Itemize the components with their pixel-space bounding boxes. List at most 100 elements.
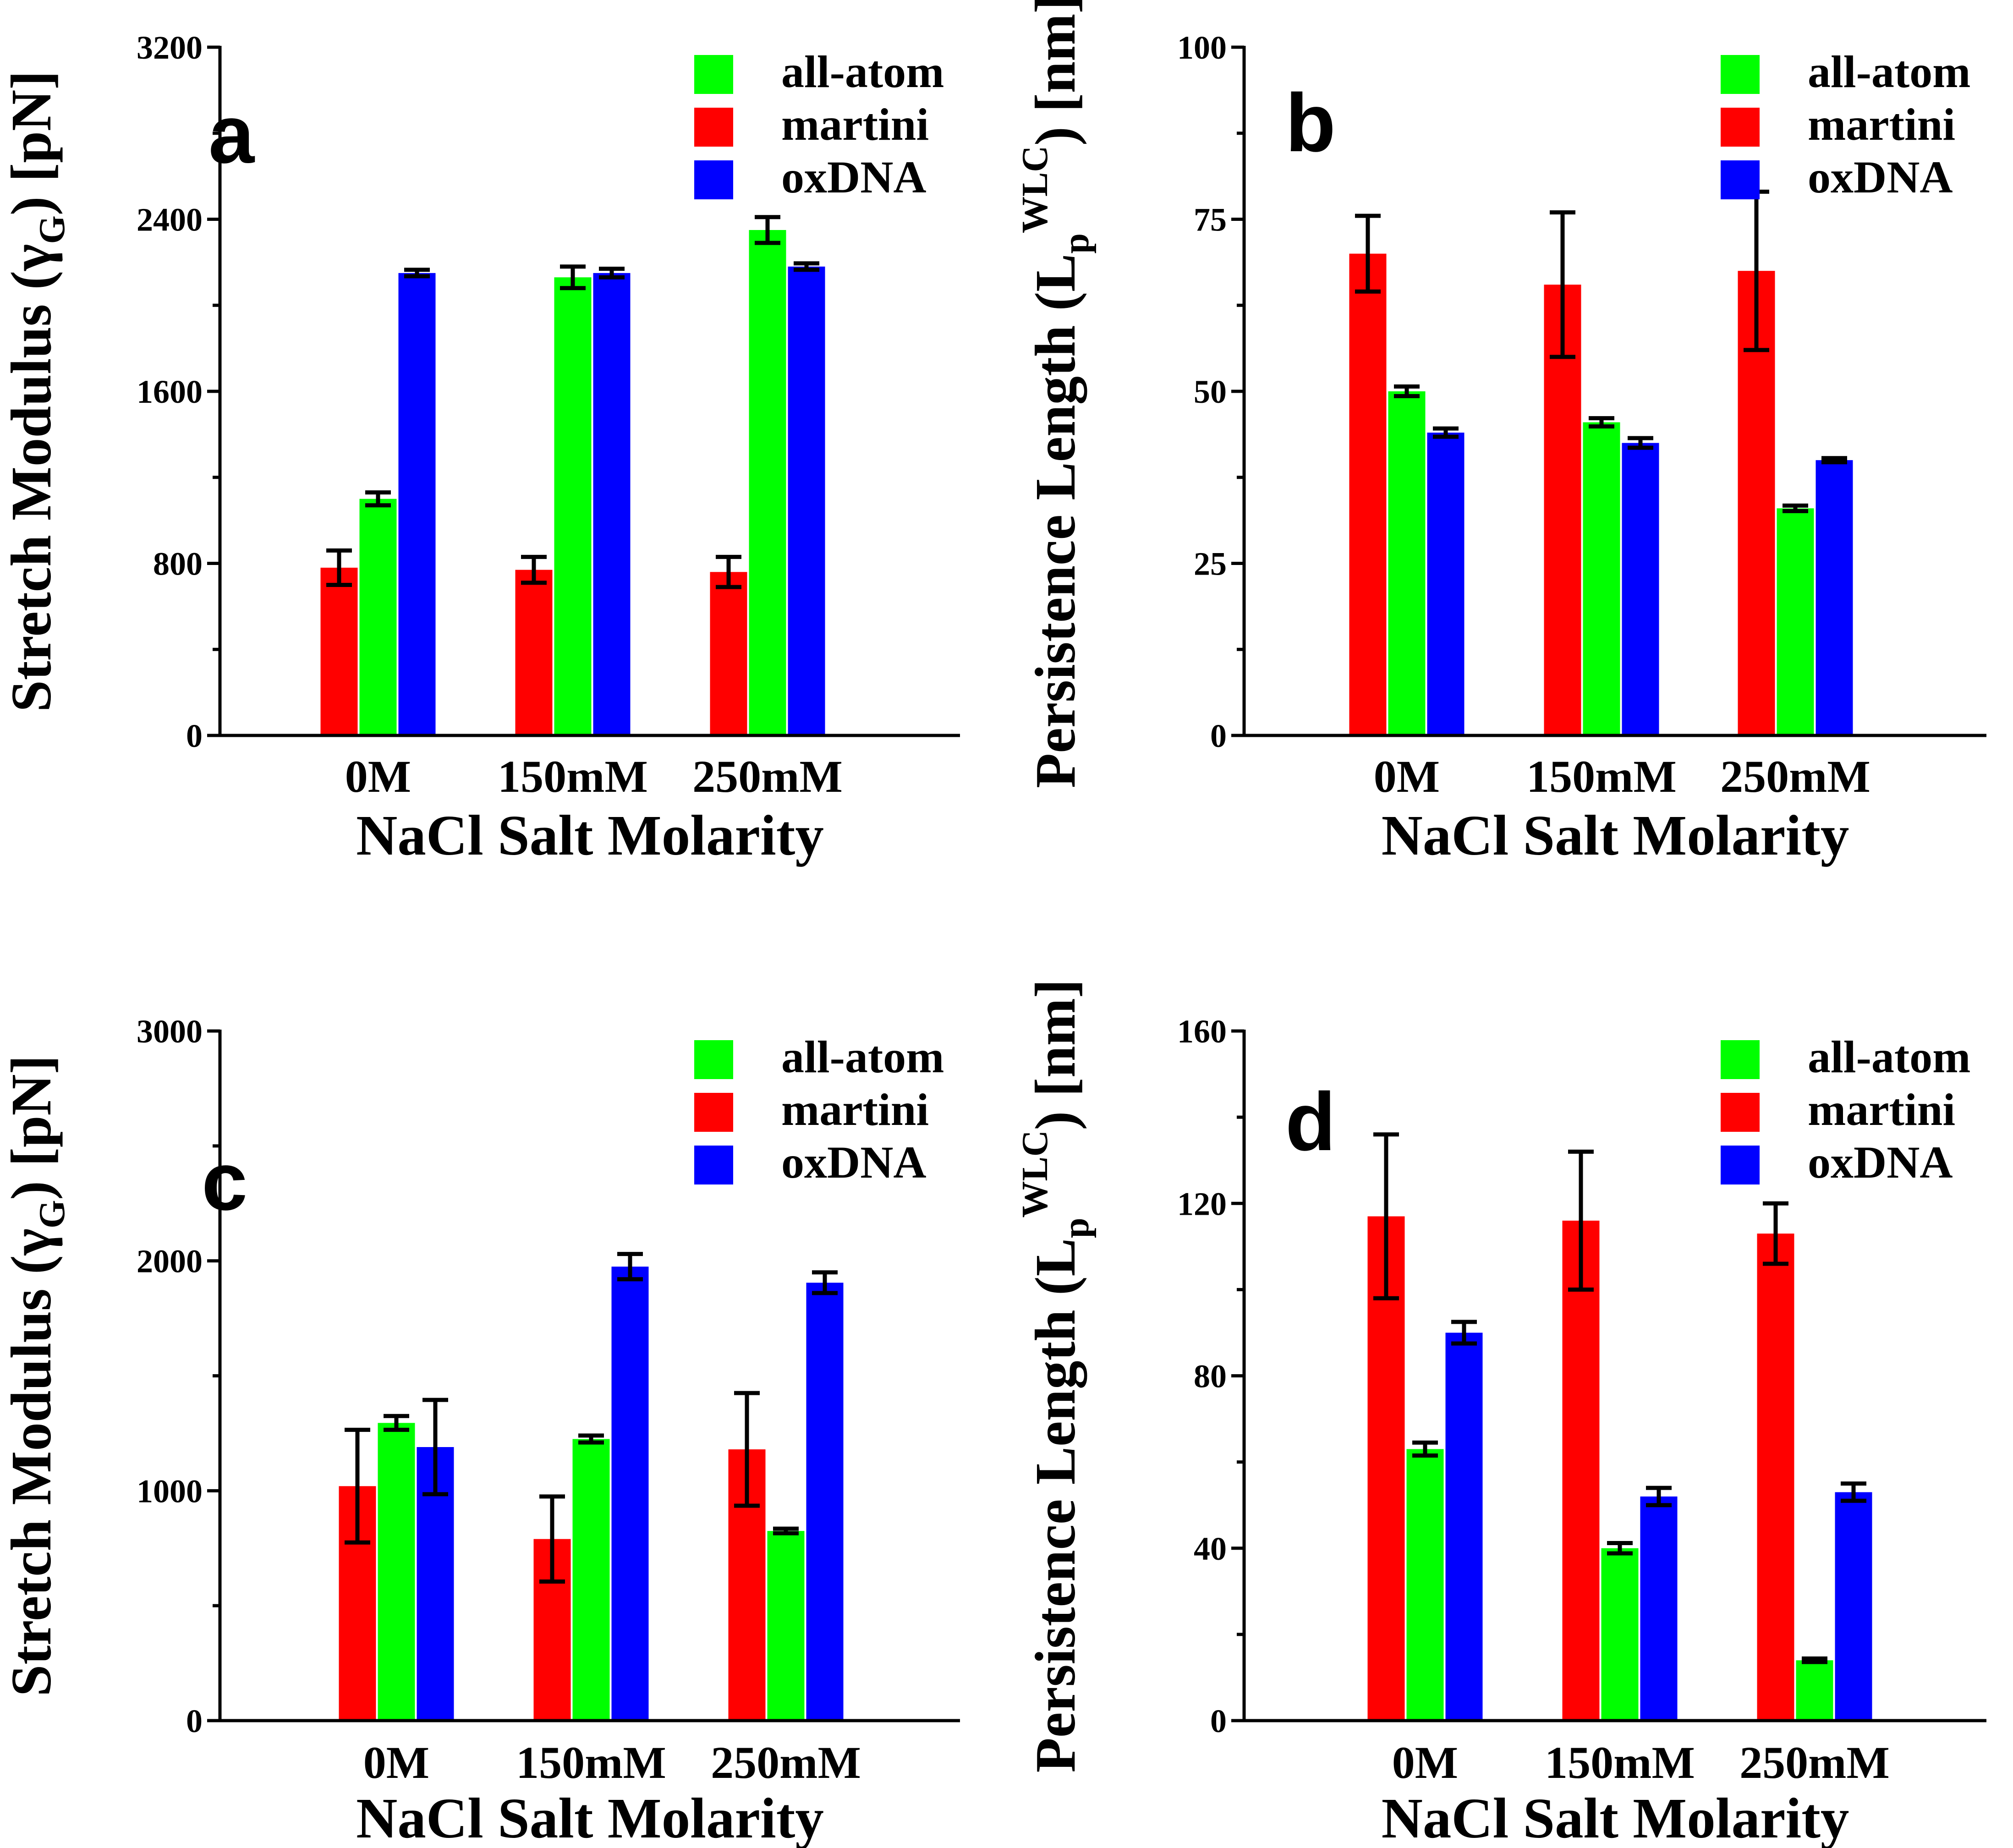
error-bar-martini-250mM	[716, 554, 741, 589]
legend-swatch-all-atom	[694, 1040, 733, 1079]
legend-label-oxDNA: oxDNA	[781, 152, 927, 203]
bar-all-atom-150mM	[1601, 1548, 1639, 1721]
y-axis-title: Stretch Modulus (γG) [pN]	[0, 71, 72, 712]
error-bar-martini-0M	[1355, 214, 1381, 294]
bar-oxDNA-250mM	[1835, 1492, 1872, 1721]
error-bar-martini-0M	[326, 548, 352, 587]
x-tick-label: 0M	[363, 1737, 429, 1788]
y-axis-title: Stretch Modulus (γG) [pN]	[0, 1055, 72, 1697]
y-tick-label: 160	[1177, 1013, 1227, 1050]
y-tick-label: 2000	[137, 1243, 203, 1280]
error-bar-all-atom-250mM	[755, 215, 780, 245]
y-tick-label: 1600	[137, 373, 203, 410]
x-axis-title: NaCl Salt Molarity	[356, 804, 824, 867]
bar-all-atom-0M	[378, 1423, 415, 1721]
y-tick-label: 100	[1177, 29, 1227, 66]
bar-oxDNA-150mM	[593, 273, 631, 735]
bar-martini-150mM	[1544, 285, 1581, 735]
bar-martini-0M	[1349, 253, 1387, 735]
error-bar-martini-0M	[345, 1427, 370, 1545]
y-tick-label: 800	[153, 546, 203, 582]
panel-letter: c	[202, 1135, 247, 1228]
y-tick-label: 120	[1177, 1185, 1227, 1222]
y-tick-label: 3200	[137, 29, 203, 66]
x-tick-label: 150mM	[516, 1737, 666, 1788]
y-axis-title: Persistence Length (LpWLC) [nm]	[1015, 979, 1097, 1773]
x-tick-label: 150mM	[1526, 751, 1677, 802]
error-bar-oxDNA-250mM	[794, 261, 819, 272]
legend-swatch-all-atom	[694, 55, 733, 94]
bar-martini-250mM	[710, 572, 747, 735]
y-tick-label: 0	[1210, 1703, 1227, 1739]
error-bar-all-atom-0M	[384, 1414, 409, 1432]
error-bar-oxDNA-250mM	[1821, 456, 1847, 465]
y-tick-label: 40	[1194, 1530, 1227, 1567]
bar-oxDNA-250mM	[788, 266, 825, 735]
error-bar-oxDNA-250mM	[812, 1270, 838, 1295]
legend-label-martini: martini	[1808, 1084, 1955, 1135]
legend-swatch-oxDNA	[694, 160, 733, 199]
error-bar-all-atom-250mM	[1802, 1656, 1827, 1664]
error-bar-oxDNA-0M	[422, 1398, 448, 1497]
y-tick-label: 80	[1194, 1358, 1227, 1395]
error-bar-oxDNA-0M	[404, 268, 430, 279]
error-bar-oxDNA-150mM	[617, 1252, 643, 1282]
x-axis-title: NaCl Salt Molarity	[356, 1787, 824, 1848]
x-tick-label: 250mM	[1739, 1737, 1890, 1788]
legend-swatch-oxDNA	[694, 1146, 733, 1184]
error-bar-martini-150mM	[521, 554, 547, 585]
bar-oxDNA-150mM	[611, 1267, 649, 1721]
legend-label-all-atom: all-atom	[1808, 46, 1970, 97]
bar-oxDNA-250mM	[1816, 460, 1853, 735]
bar-all-atom-150mM	[1583, 422, 1620, 735]
x-tick-label: 0M	[345, 751, 411, 802]
error-bar-martini-150mM	[1568, 1149, 1594, 1292]
panel-letter: b	[1285, 77, 1336, 169]
error-bar-oxDNA-150mM	[1628, 436, 1653, 450]
bar-martini-150mM	[1562, 1220, 1600, 1721]
legend-label-oxDNA: oxDNA	[1808, 1137, 1953, 1188]
error-bar-all-atom-0M	[1394, 384, 1420, 399]
legend-swatch-all-atom	[1721, 55, 1760, 94]
error-bar-all-atom-150mM	[1589, 416, 1614, 429]
y-tick-label: 75	[1194, 202, 1227, 238]
legend-label-martini: martini	[781, 99, 929, 150]
legend-swatch-martini	[694, 1093, 733, 1132]
y-axis-title: Persistence Length (LpWLC) [nm]	[1015, 0, 1097, 788]
bar-all-atom-0M	[1388, 391, 1426, 735]
y-tick-label: 0	[1210, 718, 1227, 754]
bar-all-atom-150mM	[554, 277, 592, 735]
x-tick-label: 250mM	[692, 751, 843, 802]
legend-label-all-atom: all-atom	[781, 46, 944, 97]
bar-all-atom-0M	[359, 499, 397, 735]
y-tick-label: 3000	[137, 1013, 203, 1050]
error-bar-all-atom-150mM	[560, 264, 586, 291]
y-tick-label: 50	[1194, 373, 1227, 410]
bar-all-atom-0M	[1406, 1449, 1444, 1721]
bar-martini-0M	[320, 567, 358, 735]
y-tick-label: 0	[186, 718, 203, 754]
error-bar-all-atom-250mM	[773, 1526, 799, 1535]
error-bar-all-atom-150mM	[1607, 1541, 1633, 1556]
bar-martini-0M	[1367, 1216, 1405, 1721]
legend-swatch-martini	[694, 108, 733, 147]
legend-label-oxDNA: oxDNA	[781, 1137, 927, 1188]
bar-all-atom-250mM	[767, 1531, 805, 1721]
x-axis-title: NaCl Salt Molarity	[1382, 804, 1849, 867]
error-bar-martini-250mM	[1763, 1201, 1788, 1266]
legend-label-oxDNA: oxDNA	[1808, 152, 1953, 203]
legend-label-all-atom: all-atom	[781, 1031, 944, 1082]
legend-swatch-oxDNA	[1721, 1146, 1760, 1184]
bar-martini-150mM	[515, 570, 553, 735]
x-tick-label: 0M	[1392, 1737, 1458, 1788]
y-tick-label: 0	[186, 1703, 203, 1739]
panel-letter: d	[1285, 1076, 1336, 1168]
